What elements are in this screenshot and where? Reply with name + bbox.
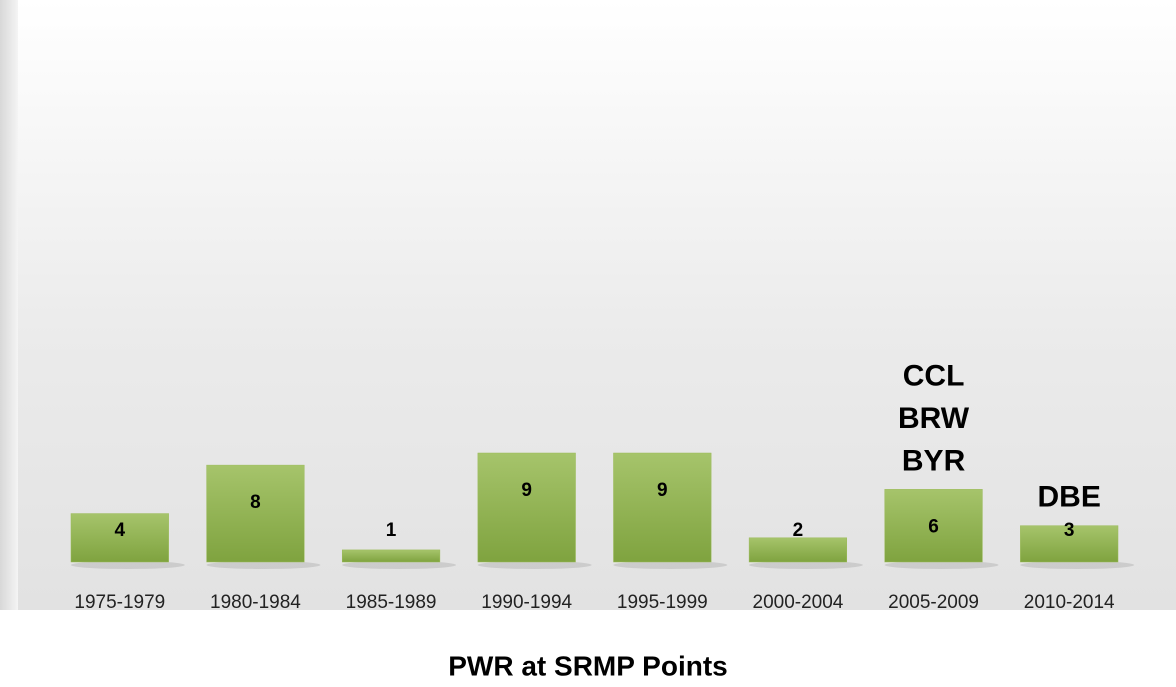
x-tick-label: 2000-2004 [753,592,844,613]
data-label: 9 [521,480,532,501]
bar-shadow [884,561,999,569]
bar-shadow [342,561,457,569]
x-tick-label: 2005-2009 [888,592,979,613]
x-tick-label: 1995-1999 [617,592,708,613]
chart-title: PWR at SRMP Points [448,650,728,681]
x-tick-label: 1990-1994 [481,592,572,613]
annotation: BYR [902,444,966,477]
annotation: CCL [903,359,965,392]
bar [341,549,441,563]
bar [70,513,169,563]
data-label: 3 [1064,520,1075,541]
x-tick-label: 1985-1989 [346,592,437,613]
bar [613,452,712,563]
data-label: 8 [250,492,261,513]
x-tick-label: 1975-1979 [74,592,165,613]
frame-edge [0,0,18,610]
x-tick-label: 1980-1984 [210,592,301,613]
data-label: 1 [386,520,397,541]
bar [748,537,848,563]
bar [884,489,983,563]
bar-shadow [70,561,185,569]
bar [477,452,576,563]
bar [206,464,305,563]
annotation: DBE [1038,481,1101,514]
data-label: 9 [657,480,668,501]
bar [1020,525,1119,563]
data-label: 2 [793,520,804,541]
bar-shadow [748,561,863,569]
plot-area [18,0,1176,610]
data-label: 6 [928,516,939,537]
x-tick-label: 2010-2014 [1024,592,1115,613]
bar-shadow [477,561,592,569]
data-label: 4 [115,520,126,541]
bar-shadow [613,561,728,569]
annotation: BRW [898,402,970,435]
bar-shadow [206,561,321,569]
bar-shadow [1020,561,1135,569]
